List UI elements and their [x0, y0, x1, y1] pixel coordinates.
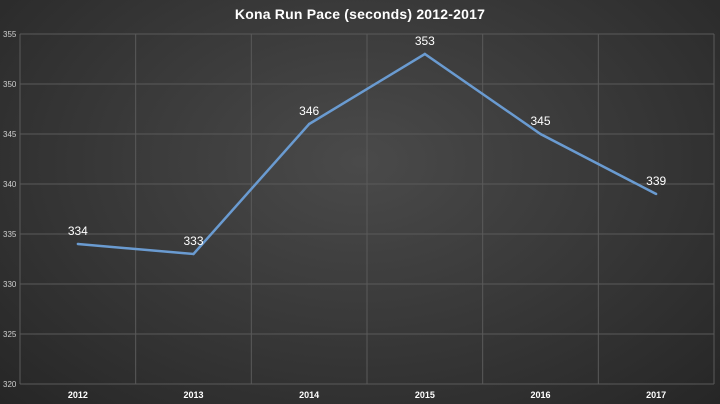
- y-tick-label: 340: [3, 180, 17, 189]
- y-tick-label: 320: [3, 380, 17, 389]
- x-tick-label: 2014: [299, 390, 319, 400]
- data-label: 334: [68, 224, 88, 238]
- series-layer: [76, 52, 658, 256]
- y-tick-label: 355: [3, 30, 17, 39]
- data-point: [76, 242, 80, 246]
- series-line: [77, 52, 657, 256]
- y-axis-ticks: 320 325 330 335 340 345 350 355: [3, 30, 17, 389]
- data-point: [192, 252, 195, 256]
- data-point: [539, 132, 542, 136]
- x-tick-label: 2015: [415, 390, 435, 400]
- x-axis-ticks: 2012 2013 2014 2015 2016 2017: [68, 390, 666, 400]
- data-label: 353: [415, 34, 435, 48]
- data-label: 345: [530, 114, 550, 128]
- x-tick-label: 2013: [183, 390, 203, 400]
- data-point: [307, 122, 311, 126]
- y-tick-label: 350: [3, 80, 17, 89]
- y-tick-label: 345: [3, 130, 17, 139]
- y-tick-label: 335: [3, 230, 17, 239]
- x-tick-label: 2016: [530, 390, 550, 400]
- grid-layer: [19, 33, 715, 385]
- x-tick-label: 2012: [68, 390, 88, 400]
- x-tick-label: 2017: [646, 390, 666, 400]
- data-point: [654, 192, 658, 196]
- data-label: 333: [183, 234, 203, 248]
- data-point: [423, 52, 427, 56]
- data-label: 346: [299, 104, 319, 118]
- data-labels: 334 333 346 353 345 339: [68, 34, 667, 248]
- y-tick-label: 325: [3, 330, 17, 339]
- chart-title: Kona Run Pace (seconds) 2012-2017: [234, 6, 486, 22]
- data-label: 339: [646, 174, 666, 188]
- y-tick-label: 330: [3, 280, 17, 289]
